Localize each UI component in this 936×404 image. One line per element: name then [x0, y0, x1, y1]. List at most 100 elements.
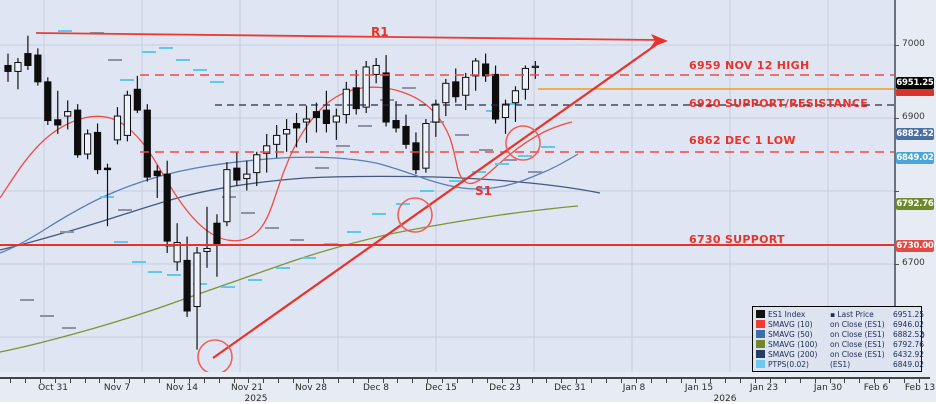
price-badge-support[interactable]: 6730.00	[896, 240, 934, 252]
date-tick	[337, 378, 339, 383]
candle-body	[342, 88, 350, 116]
candle-body	[24, 53, 32, 66]
date-tick	[725, 378, 727, 383]
date-tick	[114, 378, 116, 383]
date-tick	[427, 378, 429, 383]
candle-body	[292, 123, 301, 129]
candle-body	[143, 109, 151, 178]
date-tick	[680, 378, 682, 383]
legend-row[interactable]: ES1 Index ▪ Last Price 6951.25	[756, 309, 924, 319]
date-tick	[10, 378, 11, 383]
price-chart-plot[interactable]: R1 S1 6959 NOV 12 HIGH 6920 SUPPORT/RESI…	[0, 0, 894, 372]
date-tick	[457, 378, 458, 383]
legend-swatch-smavg200	[756, 350, 765, 358]
date-label: Dec 31	[554, 383, 586, 393]
candle-body	[44, 81, 52, 122]
date-tick	[278, 378, 280, 383]
smavg-200-line	[0, 175, 601, 251]
legend-value: 6432.92	[893, 349, 925, 359]
price-badge-ptps[interactable]: 6849.02	[896, 152, 934, 164]
candle-body	[64, 111, 72, 117]
s1-trendline	[212, 41, 661, 359]
legend-name: PTPS(0.02)	[768, 359, 809, 369]
date-tick	[173, 378, 175, 383]
date-tick	[859, 378, 861, 383]
date-label: Jan 30	[813, 383, 843, 393]
date-tick	[412, 378, 414, 383]
price-badge-last-sub[interactable]	[896, 89, 934, 96]
candle-body	[412, 142, 420, 171]
date-tick	[129, 378, 131, 383]
legend-value: 6792.76	[893, 339, 925, 349]
candle-body	[203, 247, 211, 252]
legend-swatch-smavg50	[756, 330, 765, 338]
date-tick	[144, 378, 146, 383]
date-tick	[635, 378, 637, 383]
candle-body	[521, 67, 529, 90]
date-label: Dec 23	[489, 383, 521, 393]
date-tick	[54, 378, 56, 383]
trendline-arrowhead	[650, 34, 668, 48]
candle-body	[352, 87, 360, 110]
legend-name: SMAVG (10)	[768, 319, 813, 329]
legend-row[interactable]: SMAVG (50) on Close (ES1) 6882.52	[756, 329, 924, 339]
y-tick-label-7000: 7000	[902, 39, 925, 49]
candle-body	[511, 90, 520, 104]
date-tick	[844, 378, 846, 383]
candle-body	[123, 94, 132, 136]
date-tick	[546, 378, 548, 383]
candle-body	[362, 66, 370, 108]
candle-body	[223, 169, 231, 223]
y-tick-label-6700: 6700	[902, 258, 925, 268]
legend-name: SMAVG (50)	[768, 329, 813, 339]
candle-body	[531, 65, 539, 68]
legend-row[interactable]: SMAVG (200) on Close (ES1) 6432.92	[756, 349, 924, 359]
date-tick	[382, 378, 384, 383]
candle-body	[302, 118, 311, 123]
date-tick	[576, 378, 578, 383]
price-badge-smavg50[interactable]: 6882.52	[896, 128, 934, 140]
annotation-s1: S1	[475, 184, 492, 198]
legend-source: on Close (ES1)	[830, 319, 885, 329]
chart-legend[interactable]: ES1 Index ▪ Last Price 6951.25 SMAVG (10…	[752, 306, 924, 372]
price-badge-last[interactable]: 6951.25	[896, 77, 934, 89]
candle-body	[183, 259, 191, 312]
smavg-10-line	[0, 86, 573, 242]
price-badge-smavg100[interactable]: 6792.76	[896, 198, 934, 210]
legend-row[interactable]: SMAVG (100) on Close (ES1) 6792.76	[756, 339, 924, 349]
date-tick	[188, 378, 190, 383]
legend-value: 6946.02	[893, 319, 925, 329]
candle-body	[84, 133, 92, 155]
legend-value: 6951.25	[893, 309, 925, 319]
candle-body	[491, 73, 500, 120]
candle-body	[462, 76, 470, 96]
date-tick	[367, 378, 369, 383]
date-tick	[918, 378, 920, 383]
legend-swatch-ptps	[756, 360, 765, 368]
candle-body	[382, 72, 390, 123]
date-tick	[889, 378, 891, 383]
annotation-r1: R1	[371, 25, 389, 39]
candle-body	[482, 63, 490, 77]
date-tick	[293, 378, 295, 383]
legend-source: ▪ Last Price	[830, 309, 874, 319]
y-tickmark	[894, 118, 899, 119]
date-tick	[620, 378, 622, 383]
candle-body	[113, 115, 122, 141]
date-tick	[69, 378, 71, 383]
legend-source: (ES1)	[830, 359, 851, 369]
candle-body	[54, 119, 62, 126]
candle-body	[283, 128, 291, 135]
date-label: Feb 6	[863, 383, 889, 393]
y-tickmark	[894, 264, 899, 265]
legend-row[interactable]: PTPS(0.02) (ES1) 6849.02	[756, 359, 924, 369]
date-tick	[755, 378, 756, 383]
candle-body	[14, 61, 22, 72]
legend-row[interactable]: SMAVG (10) on Close (ES1) 6946.02	[756, 319, 924, 329]
legend-name: SMAVG (200)	[768, 349, 818, 359]
candle-body	[322, 109, 330, 125]
date-tick	[24, 378, 26, 383]
date-axis[interactable]: Oct 31 Nov 7 Nov 14 Nov 21 Nov 28 Dec 8 Dec 15…	[0, 372, 936, 404]
y-tick-label-6900: 6900	[902, 112, 925, 122]
